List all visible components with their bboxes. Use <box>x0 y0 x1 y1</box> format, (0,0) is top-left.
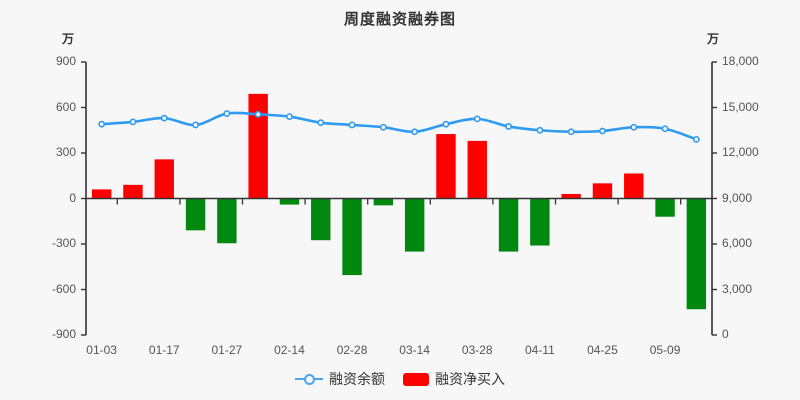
y-axis-right-tick: 9,000 <box>722 190 753 205</box>
bar-net-buy[interactable] <box>217 198 237 244</box>
legend-label-balance: 融资余额 <box>329 371 385 387</box>
x-axis-tick: 04-25 <box>587 343 618 357</box>
bar-net-buy[interactable] <box>342 198 362 276</box>
line-point-marker[interactable] <box>160 114 168 122</box>
bar-net-buy[interactable] <box>311 198 331 241</box>
line-balance[interactable] <box>100 111 698 141</box>
y-axis-right-tick: 0 <box>722 327 729 341</box>
line-point-marker[interactable] <box>692 135 700 143</box>
y-axis-left-tick: 300 <box>55 145 76 159</box>
bar-net-buy[interactable] <box>436 134 456 199</box>
line-point-marker[interactable] <box>317 119 325 127</box>
legend: 融资余额 融资净买入 <box>0 372 800 386</box>
x-axis-tick: 01-17 <box>148 343 180 357</box>
line-point-marker[interactable] <box>442 120 450 128</box>
x-axis-tick: 02-14 <box>274 343 305 357</box>
bar-net-buy[interactable] <box>91 189 112 199</box>
bar-net-buy[interactable] <box>279 198 300 205</box>
line-point-marker[interactable] <box>599 127 606 135</box>
line-point-marker[interactable] <box>505 123 512 130</box>
line-marker-icon <box>295 374 323 385</box>
y-axis-right-tick: 12,000 <box>722 145 759 159</box>
x-axis-tick: 02-28 <box>336 343 368 357</box>
line-point-marker[interactable] <box>411 128 419 136</box>
line-point-marker[interactable] <box>661 125 669 133</box>
line-point-marker[interactable] <box>129 118 137 126</box>
bar-net-buy[interactable] <box>530 198 550 246</box>
x-axis-tick: 03-14 <box>399 343 430 357</box>
y-axis-right-tick: 18,000 <box>722 54 759 68</box>
x-axis-tick: 01-03 <box>86 343 117 357</box>
x-axis-tick: 03-28 <box>461 343 493 357</box>
y-axis-left-tick: 600 <box>55 99 76 114</box>
y-axis-right-tick: 6,000 <box>722 236 753 250</box>
bar-swatch-icon <box>403 372 429 386</box>
y-axis-left-tick: -300 <box>51 236 76 250</box>
line-point-marker[interactable] <box>567 128 575 136</box>
y-axis-right-tick: 3,000 <box>722 281 753 296</box>
bar-net-buy[interactable] <box>404 198 425 252</box>
line-point-marker[interactable] <box>536 126 544 134</box>
y-axis-left-tick: -600 <box>51 281 76 296</box>
bar-net-buy[interactable] <box>624 173 644 199</box>
line-point-marker[interactable] <box>223 110 231 117</box>
left-axis-unit: 万 <box>62 32 75 46</box>
x-axis-tick: 04-11 <box>524 343 555 357</box>
bar-net-buy[interactable] <box>123 184 143 199</box>
line-point-marker[interactable] <box>192 121 199 129</box>
bar-net-buy[interactable] <box>373 198 394 206</box>
line-point-marker[interactable] <box>286 113 293 120</box>
legend-item-balance[interactable]: 融资余额 <box>295 372 385 386</box>
bar-net-buy[interactable] <box>154 159 174 199</box>
y-axis-left-tick: 900 <box>55 54 76 68</box>
y-axis-left-tick: -900 <box>51 327 76 341</box>
x-axis-tick: 01-27 <box>211 343 243 357</box>
bar-net-buy[interactable] <box>498 198 519 252</box>
line-point-marker[interactable] <box>254 110 262 118</box>
bar-net-buy[interactable] <box>467 140 487 199</box>
bar-net-buy[interactable] <box>248 93 268 199</box>
legend-item-net-buy[interactable]: 融资净买入 <box>403 372 505 386</box>
y-axis-right-tick: 15,000 <box>722 99 759 114</box>
bar-net-buy[interactable] <box>655 198 675 217</box>
line-point-marker[interactable] <box>630 123 638 131</box>
legend-label-net-buy: 融资净买入 <box>435 371 505 387</box>
bar-net-buy[interactable] <box>561 193 581 199</box>
y-axis-left-tick: 0 <box>69 190 76 205</box>
x-axis-tick: 05-09 <box>649 343 681 357</box>
page-title: 周度融资融券图 <box>343 11 456 28</box>
line-point-marker[interactable] <box>348 121 356 129</box>
line-point-marker[interactable] <box>98 120 106 128</box>
right-axis-unit: 万 <box>707 32 720 46</box>
bar-net-buy[interactable] <box>592 183 613 199</box>
line-point-marker[interactable] <box>379 123 387 131</box>
bar-net-buy[interactable] <box>185 198 206 231</box>
line-point-marker[interactable] <box>473 115 481 123</box>
bar-net-buy[interactable] <box>686 198 707 310</box>
